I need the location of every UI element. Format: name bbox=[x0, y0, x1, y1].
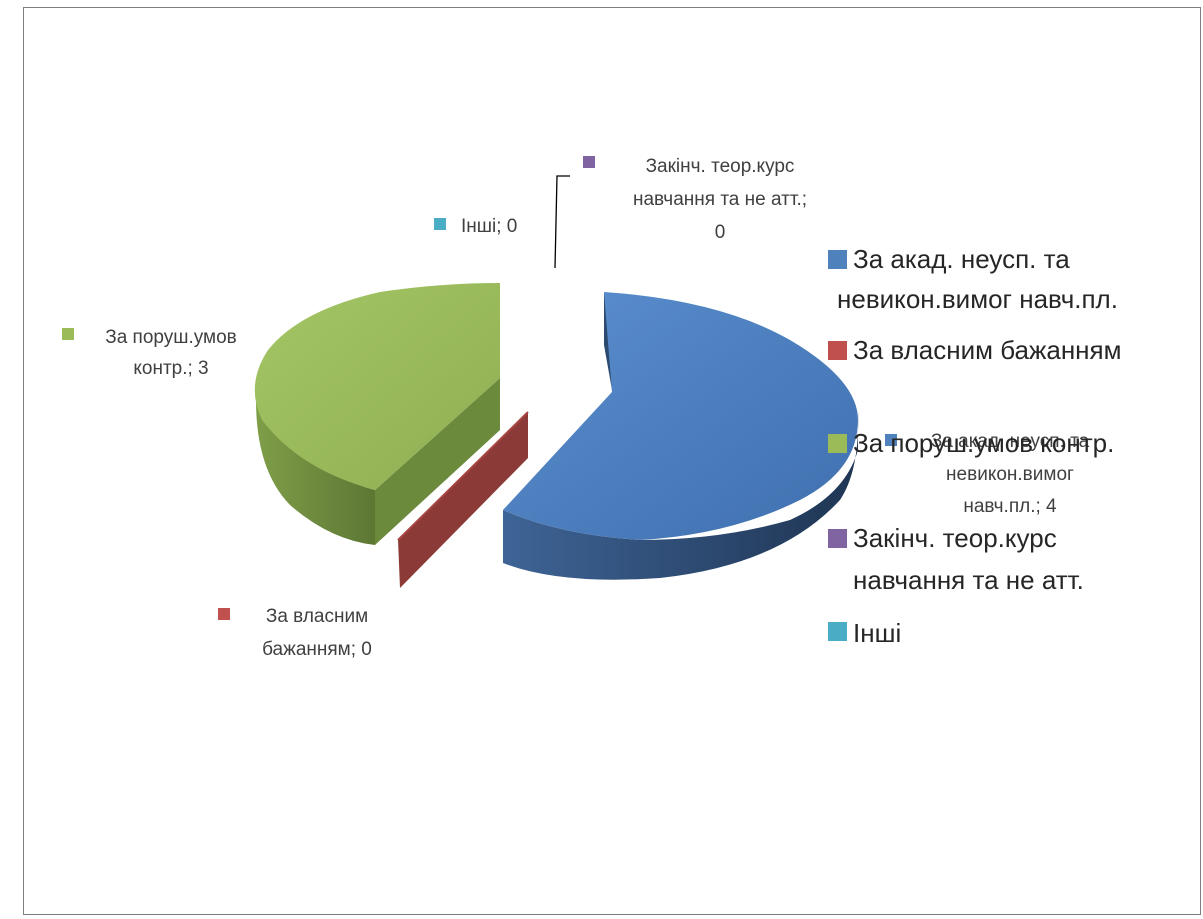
svg-text:невикон.вимог навч.пл.: невикон.вимог навч.пл. bbox=[837, 284, 1118, 314]
svg-text:невикон.вимог: невикон.вимог bbox=[946, 464, 1074, 485]
data-label-za-porush: За поруш.умов контр.; 3 bbox=[62, 327, 237, 379]
data-label-zakinch: Закінч. теор.курс навчання та не атт.; 0 bbox=[583, 156, 807, 243]
svg-text:За акад. неусп. та: За акад. неусп. та bbox=[931, 431, 1090, 452]
legend-entry-za-porush: За поруш.умов контр. bbox=[828, 428, 1114, 458]
leader-line bbox=[554, 175, 570, 269]
data-label-za-vlasnym: За власним бажанням; 0 bbox=[218, 606, 372, 660]
data-label-inshi-text: Інші; 0 bbox=[461, 216, 517, 237]
legend-entry-za-akad: За акад. неусп. та невикон.вимог навч.пл… bbox=[828, 244, 1118, 314]
pie-slice-green-side bbox=[256, 378, 500, 545]
pie-slice-za-porush-umov bbox=[254, 283, 500, 490]
legend-entry-inshi: Інші bbox=[828, 618, 901, 648]
svg-text:контр.; 3: контр.; 3 bbox=[133, 358, 208, 379]
svg-text:навчання та не атт.;: навчання та не атт.; bbox=[633, 189, 807, 210]
legend-entry-zakinch: Закінч. теор.курс навчання та не атт. bbox=[828, 523, 1084, 595]
data-label-za-akad: За акад. неусп. та невикон.вимог навч.пл… bbox=[885, 431, 1090, 517]
svg-text:Інші: Інші bbox=[853, 618, 901, 648]
pie-slice-za-akad-neusp bbox=[503, 292, 858, 540]
legend-entry-za-vlasnym: За власним бажанням bbox=[828, 335, 1122, 365]
svg-text:Закінч. теор.курс: Закінч. теор.курс bbox=[853, 523, 1057, 553]
svg-text:За акад. неусп. та: За акад. неусп. та bbox=[853, 244, 1070, 274]
svg-text:За поруш.умов: За поруш.умов bbox=[105, 327, 237, 348]
svg-text:0: 0 bbox=[715, 222, 726, 243]
svg-text:бажанням; 0: бажанням; 0 bbox=[262, 639, 372, 660]
svg-text:навч.пл.; 4: навч.пл.; 4 bbox=[963, 496, 1057, 517]
legend: За акад. неусп. та невикон.вимог навч.пл… bbox=[828, 244, 1122, 648]
data-label-inshi: Інші; 0 bbox=[434, 216, 517, 237]
svg-text:За поруш.умов контр.: За поруш.умов контр. bbox=[853, 428, 1114, 458]
pie-slice-za-vlasnym-bazhanniam bbox=[398, 412, 528, 588]
svg-text:За власним бажанням: За власним бажанням bbox=[853, 335, 1122, 365]
svg-text:навчання та не атт.: навчання та не атт. bbox=[853, 565, 1084, 595]
svg-text:За власним: За власним bbox=[266, 606, 368, 627]
svg-text:Закінч. теор.курс: Закінч. теор.курс bbox=[646, 156, 795, 177]
